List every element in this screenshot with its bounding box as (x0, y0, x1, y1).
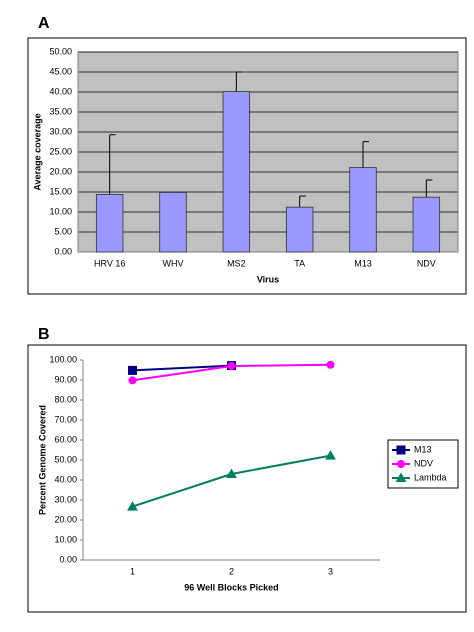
x-tick-label: 2 (229, 566, 234, 576)
legend-label: NDV (414, 458, 433, 468)
y-tick-label: 15.00 (49, 186, 72, 196)
y-tick-label: 100.00 (49, 354, 77, 364)
y-tick-label: 80.00 (54, 394, 77, 404)
bar (285, 206, 314, 253)
point (325, 450, 336, 460)
legend-marker (395, 472, 407, 482)
panel-label: A (38, 15, 50, 32)
bar (95, 193, 124, 253)
point (128, 365, 137, 375)
x-tick-label: TA (294, 258, 305, 268)
error-bar (109, 134, 116, 195)
y-tick-label: 50.00 (54, 454, 77, 464)
error-bar (362, 141, 369, 168)
y-tick-label: 40.00 (54, 474, 77, 484)
plot-area (83, 360, 380, 560)
y-tick-label: 30.00 (49, 126, 72, 136)
panel-label: B (38, 326, 50, 343)
series-line (132, 364, 232, 372)
y-tick-label: 60.00 (54, 434, 77, 444)
y-axis-label: Percent Genome Covered (37, 405, 47, 515)
point (227, 362, 236, 370)
y-tick-label: 10.00 (49, 206, 72, 216)
bar (159, 191, 187, 253)
point (326, 360, 335, 369)
point (128, 376, 137, 385)
y-tick-label: 50.00 (49, 46, 72, 56)
x-axis-label: Virus (257, 274, 279, 284)
x-tick-label: MS2 (227, 258, 246, 268)
y-tick-label: 45.00 (49, 66, 72, 76)
y-tick-label: 20.00 (54, 514, 77, 524)
error-bar (235, 71, 243, 92)
error-bar (425, 179, 433, 198)
bar (412, 196, 441, 253)
y-axis-label: Average coverage (32, 113, 42, 190)
legend-label: Lambda (414, 472, 447, 482)
legend-marker (396, 445, 406, 455)
y-tick-label: 0.00 (59, 554, 77, 564)
y-tick-label: 25.00 (49, 146, 72, 156)
bar (349, 167, 377, 253)
y-tick-label: 0.00 (54, 246, 72, 256)
point (127, 501, 138, 511)
y-tick-label: 30.00 (54, 494, 77, 504)
x-tick-label: WHV (163, 258, 184, 268)
y-tick-label: 10.00 (54, 534, 77, 544)
y-tick-label: 20.00 (49, 166, 72, 176)
y-tick-label: 35.00 (49, 106, 72, 116)
y-tick-label: 90.00 (54, 374, 77, 384)
y-tick-label: 70.00 (54, 414, 77, 424)
legend-label: M13 (414, 444, 432, 454)
y-tick-label: 40.00 (49, 86, 72, 96)
x-tick-label: 3 (328, 566, 333, 576)
x-tick-label: 1 (130, 566, 135, 576)
error-bar (299, 195, 306, 208)
y-tick-label: 5.00 (54, 226, 72, 236)
point (226, 468, 237, 478)
x-tick-label: NDV (417, 258, 436, 268)
x-axis-label: 96 Well Blocks Picked (184, 582, 278, 592)
x-tick-label: HRV 16 (94, 258, 125, 268)
legend-marker (397, 460, 405, 468)
bar (222, 91, 251, 253)
x-tick-label: M13 (354, 258, 372, 268)
